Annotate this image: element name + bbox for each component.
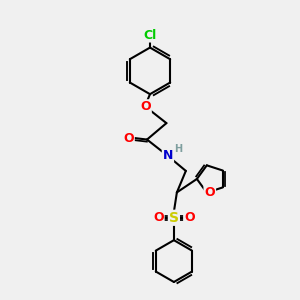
Text: N: N (163, 149, 173, 163)
Text: H: H (174, 144, 182, 154)
Text: S: S (169, 211, 179, 225)
Text: Cl: Cl (143, 28, 157, 41)
Text: O: O (140, 100, 151, 113)
Text: O: O (184, 211, 195, 224)
Text: O: O (123, 132, 134, 145)
Text: O: O (153, 211, 164, 224)
Text: O: O (205, 186, 215, 199)
